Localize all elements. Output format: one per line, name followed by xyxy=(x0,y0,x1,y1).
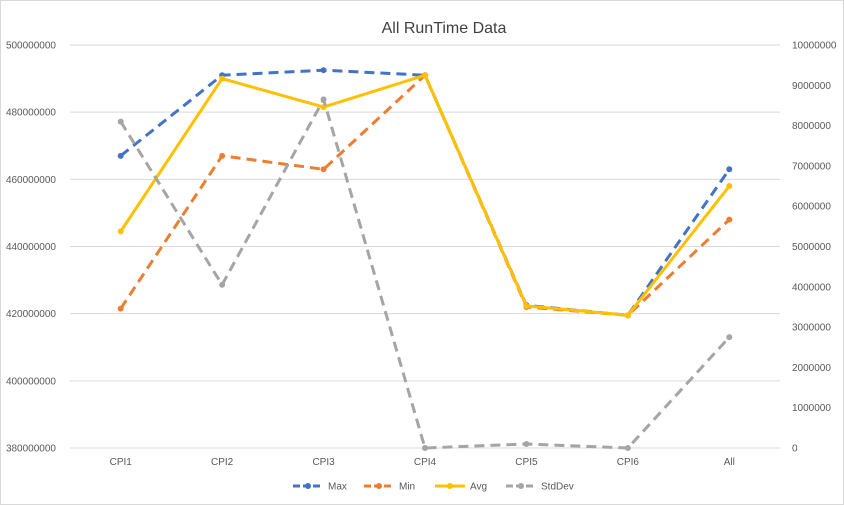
right-tick-label: 6000000 xyxy=(792,202,831,213)
chart-title: All RunTime Data xyxy=(382,20,507,37)
data-point-min xyxy=(320,166,327,173)
right-axis-ticks: 1000000090000008000000700000060000005000… xyxy=(792,41,837,455)
x-tick-label: CPI4 xyxy=(414,457,437,468)
legend: Max Min Avg StdDev xyxy=(293,482,574,493)
data-point-max xyxy=(726,166,733,173)
x-tick-label: All xyxy=(724,457,735,468)
right-tick-label: 0 xyxy=(792,444,798,455)
left-tick-label: 460000000 xyxy=(6,175,56,186)
series-max xyxy=(117,67,733,319)
legend-item-stddev: StdDev xyxy=(506,482,574,493)
legend-label: StdDev xyxy=(541,482,574,493)
legend-marker xyxy=(305,483,311,489)
legend-marker xyxy=(447,483,453,489)
right-tick-label: 3000000 xyxy=(792,323,831,334)
legend-marker xyxy=(518,483,524,489)
data-point-avg xyxy=(219,75,226,82)
legend-marker xyxy=(376,483,382,489)
legend-label: Max xyxy=(328,482,347,493)
series-lines xyxy=(117,67,733,451)
data-point-min xyxy=(219,152,226,159)
series-stddev xyxy=(117,96,733,451)
x-axis-ticks: CPI1 CPI2 CPI3 CPI4 CPI5 CPI6 All xyxy=(110,457,735,468)
right-tick-label: 4000000 xyxy=(792,282,831,293)
data-point-stddev xyxy=(320,96,327,103)
right-tick-label: 10000000 xyxy=(792,41,837,52)
data-point-stddev xyxy=(422,445,428,451)
right-tick-label: 2000000 xyxy=(792,363,831,374)
legend-label: Min xyxy=(399,482,415,493)
left-tick-label: 480000000 xyxy=(6,108,56,119)
right-tick-label: 1000000 xyxy=(792,403,831,414)
left-tick-label: 420000000 xyxy=(6,309,56,320)
series-min xyxy=(117,72,733,319)
right-tick-label: 7000000 xyxy=(792,161,831,172)
data-point-stddev xyxy=(523,440,530,447)
gridlines xyxy=(70,44,780,382)
legend-item-avg: Avg xyxy=(435,482,487,493)
x-tick-label: CPI3 xyxy=(312,457,335,468)
data-point-avg xyxy=(624,312,631,319)
x-tick-label: CPI2 xyxy=(211,457,234,468)
left-tick-label: 440000000 xyxy=(6,242,56,253)
legend-item-max: Max xyxy=(293,482,347,493)
data-point-avg xyxy=(117,228,124,235)
right-tick-label: 5000000 xyxy=(792,242,831,253)
data-point-avg xyxy=(726,183,733,190)
legend-item-min: Min xyxy=(364,482,415,493)
data-point-stddev xyxy=(117,118,124,125)
x-tick-label: CPI1 xyxy=(110,457,133,468)
data-point-avg xyxy=(422,72,428,79)
legend-label: Avg xyxy=(470,482,487,493)
right-tick-label: 9000000 xyxy=(792,81,831,92)
data-point-max xyxy=(320,67,327,74)
series-line-min xyxy=(119,73,731,317)
series-line-max xyxy=(119,68,731,317)
left-axis-ticks: 500000000 480000000 460000000 440000000 4200… xyxy=(6,41,56,455)
x-tick-label: CPI5 xyxy=(515,457,538,468)
series-line-stddev xyxy=(119,97,731,450)
data-point-stddev xyxy=(624,445,631,451)
data-point-stddev xyxy=(726,334,733,341)
x-tick-label: CPI6 xyxy=(617,457,640,468)
data-point-avg xyxy=(523,302,530,309)
left-tick-label: 380000000 xyxy=(6,444,56,455)
data-point-min xyxy=(117,305,124,312)
data-point-stddev xyxy=(219,281,226,288)
series-line-avg xyxy=(119,73,731,317)
left-tick-label: 400000000 xyxy=(6,376,56,387)
left-tick-label: 500000000 xyxy=(6,41,56,52)
series-avg xyxy=(117,72,733,319)
data-point-min xyxy=(726,216,733,223)
data-point-max xyxy=(117,152,124,159)
right-tick-label: 8000000 xyxy=(792,121,831,132)
